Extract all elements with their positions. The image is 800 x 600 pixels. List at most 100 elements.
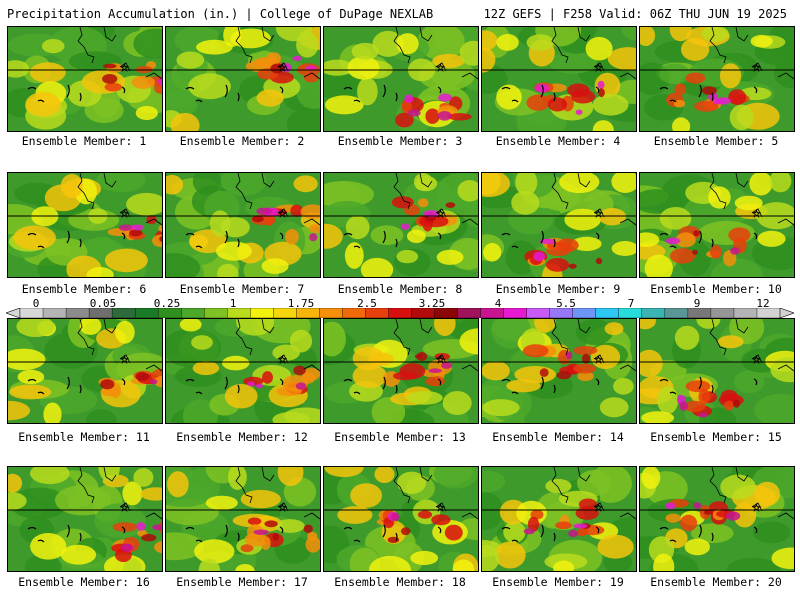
precip-field-map: ☆ — [324, 319, 478, 423]
ensemble-panel: ☆ — [7, 466, 163, 572]
lake-outlines — [27, 230, 126, 249]
ensemble-panel: ☆ — [7, 318, 163, 424]
lake-outlines — [27, 84, 126, 103]
lake-outlines — [343, 230, 442, 249]
ensemble-panel: ☆ — [7, 26, 163, 132]
star-marker-icon: ☆ — [120, 503, 129, 514]
star-marker-icon: ☆ — [120, 63, 129, 74]
run-info: 12Z GEFS | F258 Valid: 06Z THU JUN 19 20… — [483, 7, 787, 21]
colorbar-swatch — [710, 308, 735, 318]
ensemble-panel: ☆ — [323, 26, 479, 132]
coastline — [551, 27, 636, 80]
ensemble-member-label: Ensemble Member: 8 — [337, 282, 463, 296]
precip-field-map: ☆ — [166, 173, 320, 277]
ensemble-panel: ☆ — [323, 466, 479, 572]
ensemble-member-label: Ensemble Member: 16 — [18, 575, 150, 589]
colorbar-swatch — [756, 308, 781, 318]
precipitation-colorbar — [6, 308, 794, 318]
coastline — [235, 319, 320, 372]
ensemble-panel: ☆ — [165, 26, 321, 132]
lake-outlines — [501, 524, 600, 543]
colorbar-swatch — [526, 308, 551, 318]
lake-outlines — [659, 84, 758, 103]
colorbar-swatch — [434, 308, 459, 318]
colorbar-swatch — [664, 308, 689, 318]
colorbar-min-arrow — [6, 308, 21, 318]
coastline — [709, 27, 794, 80]
coastline — [77, 173, 162, 226]
lake-outlines — [343, 376, 442, 395]
coastline — [77, 27, 162, 80]
colorbar-tick-label: 4 — [494, 297, 502, 310]
coastline — [393, 173, 478, 226]
precip-field-map: ☆ — [640, 27, 794, 131]
ensemble-member-label: Ensemble Member: 3 — [337, 134, 463, 148]
ensemble-member-label: Ensemble Member: 2 — [179, 134, 305, 148]
precip-field-map: ☆ — [482, 173, 636, 277]
colorbar-swatch — [157, 308, 182, 318]
coastline — [551, 467, 636, 520]
colorbar-swatch — [365, 308, 390, 318]
lake-outlines — [343, 524, 442, 543]
colorbar-swatch — [250, 308, 275, 318]
coastline — [709, 467, 794, 520]
precip-field-map: ☆ — [640, 319, 794, 423]
coastline — [235, 467, 320, 520]
colorbar-tick-label: 9 — [693, 297, 701, 310]
colorbar-swatch — [411, 308, 436, 318]
ensemble-panel: ☆ — [639, 26, 795, 132]
star-marker-icon: ☆ — [278, 63, 287, 74]
colorbar-swatch — [204, 308, 228, 318]
star-marker-icon: ☆ — [752, 63, 761, 74]
colorbar-tick-label: 12 — [756, 297, 770, 310]
colorbar-swatch — [227, 308, 252, 318]
colorbar-swatch — [342, 308, 367, 318]
precip-field-map: ☆ — [166, 467, 320, 571]
ensemble-member-label: Ensemble Member: 11 — [18, 430, 150, 444]
colorbar-swatch — [595, 308, 620, 318]
star-marker-icon: ☆ — [594, 355, 603, 366]
star-marker-icon: ☆ — [278, 209, 287, 220]
star-marker-icon: ☆ — [436, 503, 445, 514]
colorbar-swatch — [319, 308, 344, 318]
precip-field-map: ☆ — [324, 467, 478, 571]
colorbar-swatch — [181, 308, 205, 318]
precip-field-map: ☆ — [482, 467, 636, 571]
precip-field-map: ☆ — [640, 467, 794, 571]
colorbar-swatch — [641, 308, 666, 318]
precip-field-map: ☆ — [166, 27, 320, 131]
coastline — [551, 173, 636, 226]
colorbar-swatch — [111, 308, 136, 318]
ensemble-panel: ☆ — [165, 318, 321, 424]
precip-field-map: ☆ — [8, 173, 162, 277]
colorbar-swatch — [19, 308, 44, 318]
colorbar-swatch — [503, 308, 528, 318]
ensemble-panel: ☆ — [323, 318, 479, 424]
colorbar-swatch — [88, 308, 113, 318]
star-marker-icon: ☆ — [436, 63, 445, 74]
colorbar-tick-label: 0.25 — [153, 297, 181, 310]
ensemble-member-label: Ensemble Member: 13 — [334, 430, 466, 444]
lake-outlines — [185, 376, 284, 395]
ensemble-member-label: Ensemble Member: 20 — [650, 575, 782, 589]
coastline — [393, 27, 478, 80]
colorbar-swatch — [273, 308, 298, 318]
precip-field-map: ☆ — [8, 27, 162, 131]
lake-outlines — [501, 84, 600, 103]
ensemble-member-label: Ensemble Member: 15 — [650, 430, 782, 444]
star-marker-icon: ☆ — [752, 209, 761, 220]
ensemble-panel: ☆ — [639, 466, 795, 572]
colorbar-tick-label: 1.75 — [287, 297, 315, 310]
ensemble-member-label: Ensemble Member: 9 — [495, 282, 621, 296]
precip-field-map: ☆ — [482, 27, 636, 131]
ensemble-panel: ☆ — [639, 318, 795, 424]
coastline — [393, 319, 478, 372]
ensemble-panel: ☆ — [165, 172, 321, 278]
ensemble-panel: ☆ — [165, 466, 321, 572]
star-marker-icon: ☆ — [594, 63, 603, 74]
precip-field-map: ☆ — [482, 319, 636, 423]
ensemble-member-label: Ensemble Member: 17 — [176, 575, 308, 589]
colorbar-swatch — [733, 308, 758, 318]
ensemble-member-label: Ensemble Member: 1 — [21, 134, 147, 148]
colorbar-swatch — [42, 308, 67, 318]
